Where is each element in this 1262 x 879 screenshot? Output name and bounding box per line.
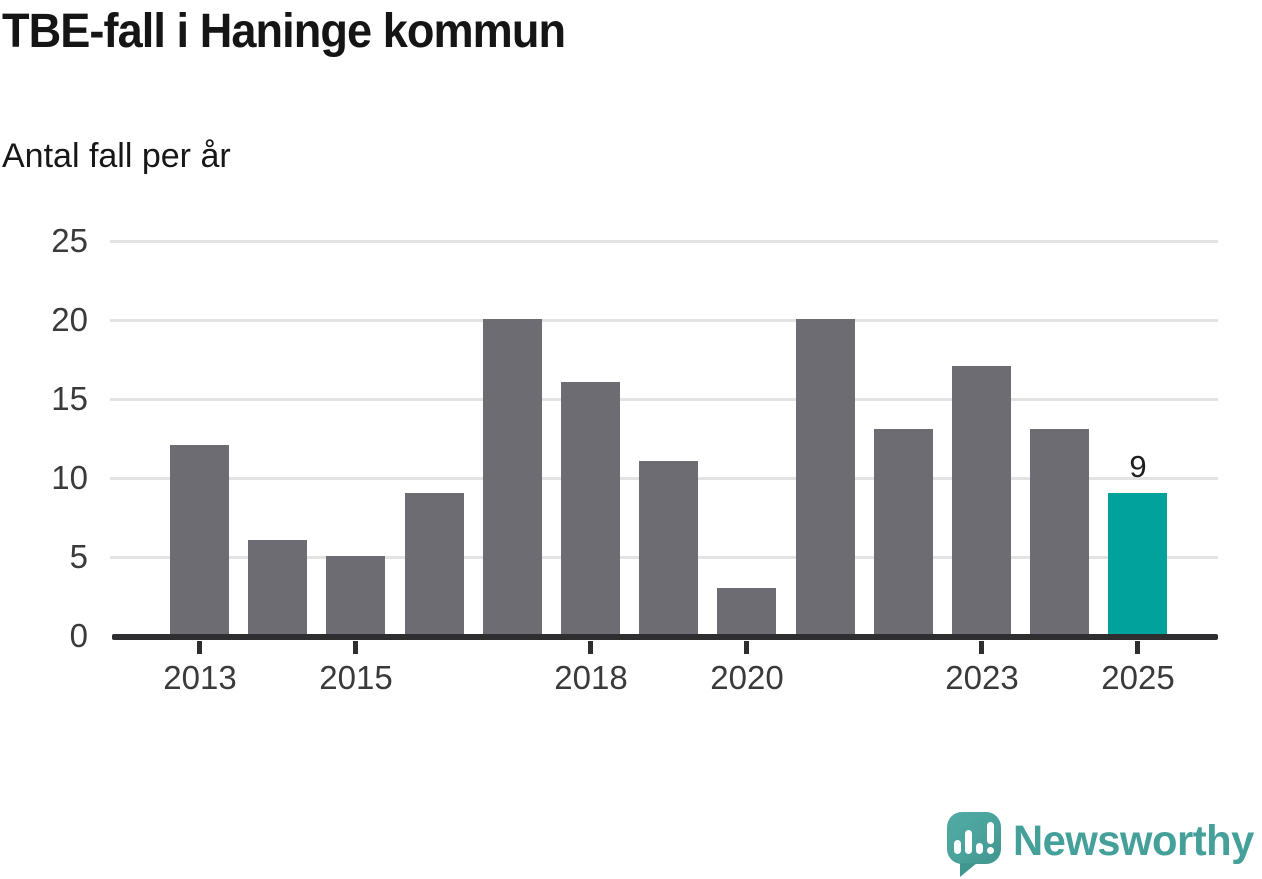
bar-2013	[170, 445, 229, 635]
bar-2019	[639, 461, 698, 635]
gridline-20	[110, 319, 1218, 322]
bar-2016	[405, 493, 464, 635]
x-tick-label-2023: 2023	[945, 659, 1019, 696]
bar-2017	[483, 319, 542, 635]
x-tick-2020	[744, 641, 749, 654]
y-tick-label-10: 10	[51, 459, 88, 496]
x-tick-2015	[353, 641, 358, 654]
x-axis-line	[112, 634, 1218, 640]
page-title: TBE-fall i Haninge kommun	[2, 5, 566, 58]
bar-chart-exclamation-icon	[947, 812, 1001, 864]
y-tick-label-25: 25	[51, 222, 88, 259]
chart-subtitle: Antal fall per år	[2, 137, 231, 175]
bar-2015	[326, 556, 385, 635]
y-tick-label-20: 20	[51, 301, 88, 338]
bar-2024	[1030, 429, 1089, 635]
x-tick-2025	[1135, 641, 1140, 654]
x-tick-label-2013: 2013	[163, 659, 237, 696]
x-tick-label-2025: 2025	[1101, 659, 1175, 696]
bar-2025	[1108, 493, 1167, 635]
bar-2014	[248, 540, 307, 635]
y-tick-label-15: 15	[51, 380, 88, 417]
bar-2018	[561, 382, 620, 635]
x-tick-label-2015: 2015	[319, 659, 393, 696]
newsworthy-logo[interactable]: Newsworthy	[945, 810, 1260, 877]
y-tick-label-0: 0	[69, 617, 88, 654]
bar-value-label: 9	[1129, 449, 1147, 484]
x-tick-2023	[979, 641, 984, 654]
bar-2023	[952, 366, 1011, 635]
bar-2021	[796, 319, 855, 635]
bar-2020	[717, 588, 776, 635]
x-tick-2013	[197, 641, 202, 654]
gridline-25	[110, 240, 1218, 243]
gridline-15	[110, 398, 1218, 401]
speech-bubble-tail-icon	[960, 863, 977, 877]
y-tick-label-5: 5	[69, 538, 88, 575]
x-tick-label-2018: 2018	[554, 659, 628, 696]
newsworthy-logo-icon	[947, 812, 1001, 877]
x-tick-label-2020: 2020	[710, 659, 784, 696]
x-tick-2018	[588, 641, 593, 654]
newsworthy-logo-text: Newsworthy	[1013, 817, 1254, 865]
bar-2022	[874, 429, 933, 635]
